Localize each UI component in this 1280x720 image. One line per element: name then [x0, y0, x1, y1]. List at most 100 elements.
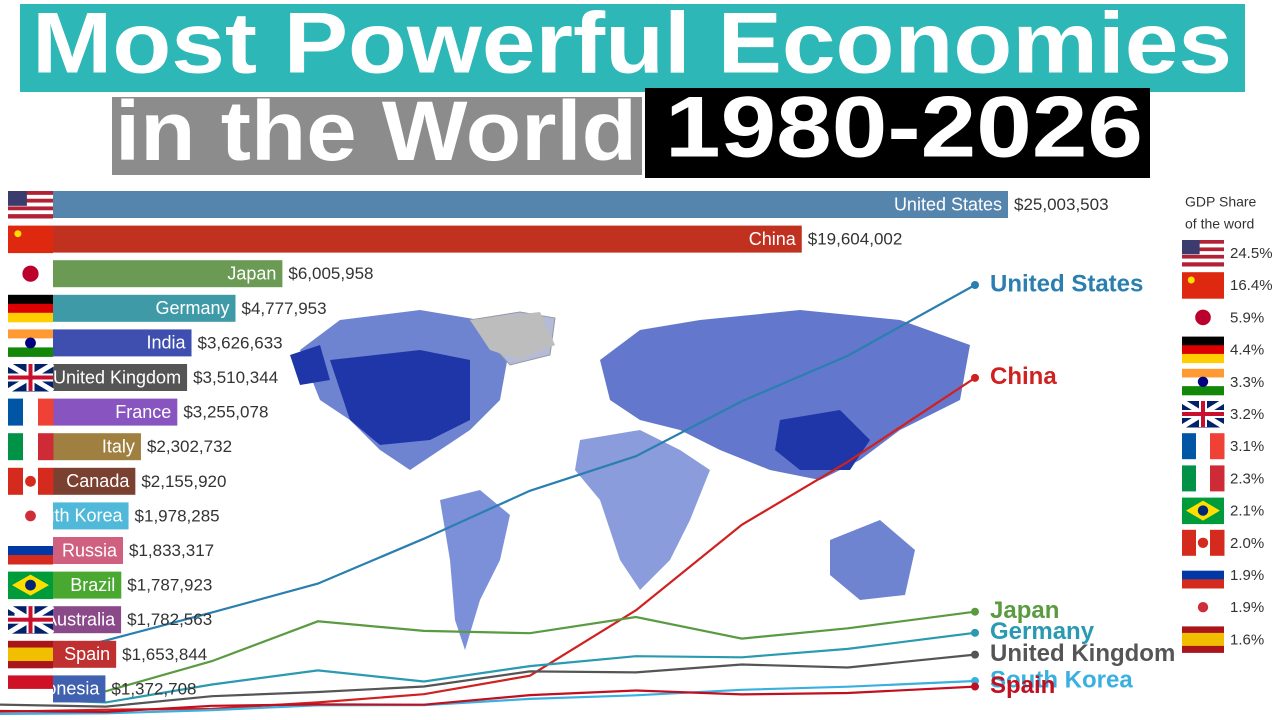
line-end-dot — [971, 676, 979, 685]
title-line-1: Most Powerful Economies — [32, 0, 1232, 92]
flag-stripe — [8, 555, 53, 565]
flag-dot — [25, 510, 36, 522]
flag-stripe — [1182, 465, 1197, 492]
flag-star — [1187, 276, 1195, 284]
flag — [6, 361, 55, 394]
flag-cross — [28, 606, 33, 634]
bar-name: France — [115, 402, 171, 422]
share-value: 3.1% — [1230, 438, 1264, 455]
flag-dot — [25, 475, 36, 487]
flag — [1182, 626, 1224, 653]
flag-stripe — [8, 537, 53, 547]
share-value: 1.9% — [1230, 599, 1264, 616]
bar-value-label: $1,653,844 — [122, 645, 207, 664]
bar-name: United Kingdom — [53, 367, 181, 387]
flag-stripe — [8, 329, 53, 339]
bar-value-label: $6,005,958 — [288, 264, 373, 283]
flag-stripe — [1182, 645, 1224, 653]
bar-value-label: $2,302,732 — [147, 437, 232, 456]
bar-name: Spain — [64, 644, 110, 664]
flag — [1182, 594, 1224, 621]
flag-stripe — [1210, 465, 1225, 492]
flag — [1180, 398, 1226, 430]
bar-name: United States — [894, 194, 1002, 214]
bar-value-label: $19,604,002 — [808, 230, 903, 249]
flag-stripe — [1182, 433, 1197, 460]
flag-cross — [28, 364, 33, 391]
bar — [53, 606, 122, 634]
share-value: 2.0% — [1230, 535, 1264, 552]
share-value: 3.3% — [1230, 374, 1264, 391]
bar-value-label: $25,003,503 — [1014, 195, 1109, 214]
bar-value-label: $3,626,633 — [198, 333, 283, 352]
bar-value-label: $3,255,078 — [183, 403, 268, 422]
flag-dot — [25, 579, 36, 591]
bar-name: Canada — [66, 471, 130, 491]
bar — [53, 294, 236, 322]
flag-stripe — [1182, 562, 1224, 572]
share-value: 1.9% — [1230, 567, 1264, 584]
flag-stripe — [8, 675, 53, 690]
flag — [8, 260, 53, 288]
flag-stripe — [1196, 433, 1211, 460]
series-line — [0, 284, 976, 667]
flag — [8, 467, 54, 495]
bar — [53, 433, 141, 461]
flag-stripe — [23, 398, 39, 426]
flag-stripe — [1182, 251, 1224, 256]
flag-stripe — [1210, 433, 1225, 460]
series-line — [0, 653, 976, 708]
flag-stripe — [1182, 626, 1224, 634]
flag-dot — [22, 265, 39, 282]
flag — [1182, 529, 1225, 556]
flag-dot — [1197, 537, 1209, 548]
flag-canton — [1182, 240, 1200, 255]
share-value: 5.9% — [1230, 309, 1264, 326]
bar-name: India — [146, 333, 186, 353]
share-value: 2.1% — [1230, 503, 1264, 520]
flag-stripe — [8, 210, 53, 215]
flag — [8, 191, 53, 219]
flag-stripe — [1182, 386, 1224, 396]
share-heading: GDP Share — [1185, 194, 1257, 210]
series-line — [0, 631, 976, 704]
flag-stripe — [8, 433, 24, 461]
flag-stripe — [38, 467, 54, 495]
flag-stripe — [8, 640, 53, 649]
flag-stripe — [8, 654, 53, 662]
bar-value-label: $1,787,923 — [127, 576, 212, 595]
flag — [8, 398, 54, 426]
flag — [8, 294, 53, 323]
flag — [1182, 465, 1225, 492]
flag — [1182, 497, 1224, 525]
bar-name: Russia — [62, 540, 118, 560]
flag-stripe — [23, 433, 39, 461]
share-value: 1.6% — [1230, 631, 1264, 648]
bar-name: Australia — [45, 609, 116, 629]
flag-stripe — [1182, 579, 1224, 589]
flag — [1182, 433, 1225, 460]
flag-stripe — [8, 467, 24, 495]
flag — [8, 502, 53, 530]
flag-stripe — [38, 398, 54, 426]
flag-star — [14, 230, 22, 238]
flag-stripe — [8, 191, 53, 196]
flag-dot — [1197, 602, 1209, 613]
flag-stripe — [8, 294, 53, 305]
flag-stripe — [1210, 529, 1225, 556]
flag — [1182, 368, 1224, 396]
flag-stripe — [1182, 243, 1224, 248]
flag-stripe — [8, 214, 53, 219]
share-panel: GDP Share of the word 24.5% 16.4% 5.9% 4.4% 3.… — [1180, 194, 1273, 653]
bar — [53, 398, 178, 426]
flag-stripe — [1196, 465, 1211, 492]
flag — [8, 329, 53, 357]
line-label: South Korea — [990, 666, 1133, 693]
flag-dot — [1197, 505, 1209, 516]
flag-star — [14, 610, 22, 618]
flag-stripe — [1182, 353, 1224, 364]
flag — [8, 433, 54, 461]
bar-value-label: $2,155,920 — [141, 472, 226, 491]
flag — [6, 604, 55, 636]
